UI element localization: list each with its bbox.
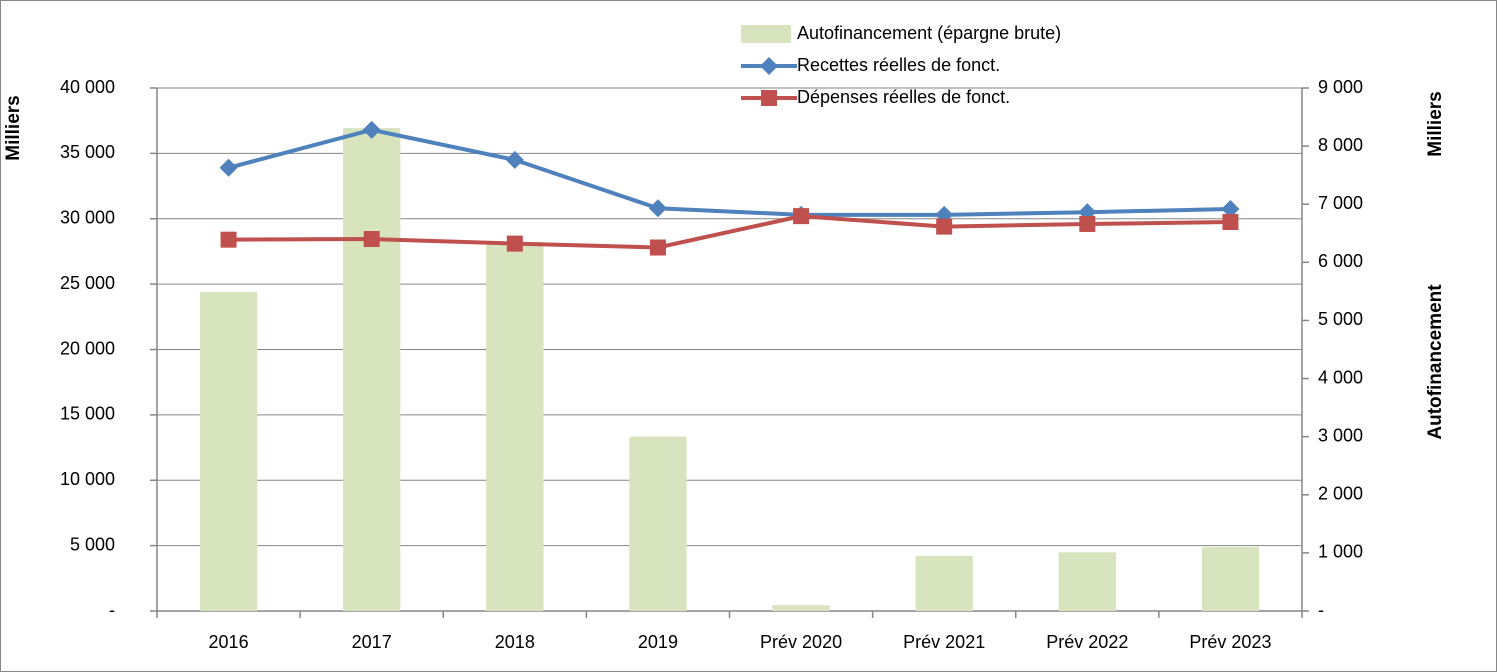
- x-tick-label: 2019: [638, 632, 678, 652]
- y-tick-label: 30 000: [60, 208, 115, 228]
- line-marker: [362, 120, 381, 139]
- y2-tick-label: 5 000: [1318, 309, 1363, 329]
- x-tick-label: 2017: [352, 632, 392, 652]
- x-tick-label: 2016: [209, 632, 249, 652]
- y2-tick-label: 3 000: [1318, 425, 1363, 445]
- y2-tick-label: 7 000: [1318, 193, 1363, 213]
- line-marker: [649, 239, 666, 256]
- bar: [772, 605, 830, 611]
- y-tick-label: 5 000: [70, 534, 115, 554]
- line-marker: [506, 235, 523, 252]
- y2-tick-label: 6 000: [1318, 251, 1363, 271]
- line-marker: [219, 158, 238, 177]
- line-marker: [793, 208, 810, 225]
- y2-tick-label: 8 000: [1318, 135, 1363, 155]
- line-marker: [220, 231, 237, 248]
- y2-tick-label: 9 000: [1318, 77, 1363, 97]
- y-tick-label: 25 000: [60, 273, 115, 293]
- x-tick-label: Prév 2022: [1046, 632, 1128, 652]
- bar: [915, 555, 973, 611]
- line: [228, 214, 1231, 250]
- bar: [629, 436, 687, 611]
- line-marker: [648, 199, 667, 218]
- y-tick-label: 35 000: [60, 142, 115, 162]
- line-marker: [1079, 215, 1096, 232]
- legend-label: Dépenses réelles de fonct.: [797, 87, 1010, 107]
- line-marker: [1222, 214, 1239, 231]
- bar: [199, 291, 258, 611]
- y-tick-label: 15 000: [60, 404, 115, 424]
- x-tick-label: Prév 2023: [1189, 632, 1271, 652]
- y-tick-label: 20 000: [60, 338, 115, 358]
- y2-tick-label: 4 000: [1318, 367, 1363, 387]
- y2-tick-label: -: [1318, 600, 1324, 620]
- bar: [1058, 552, 1116, 611]
- line-marker: [761, 90, 777, 106]
- bar: [1201, 547, 1260, 611]
- line-marker: [1221, 199, 1240, 218]
- line: [228, 127, 1231, 217]
- x-tick-label: Prév 2020: [760, 632, 842, 652]
- line-marker: [505, 150, 524, 169]
- x-tick-label: 2018: [495, 632, 535, 652]
- bar: [343, 128, 401, 611]
- y-tick-label: -: [109, 600, 115, 620]
- bar: [486, 241, 544, 611]
- y-tick-label: 40 000: [60, 77, 115, 97]
- line-marker: [936, 218, 953, 235]
- y-axis-title: Milliers: [3, 95, 24, 160]
- line-marker: [760, 57, 778, 75]
- x-tick-label: Prév 2021: [903, 632, 985, 652]
- y2-tick-label: 1 000: [1318, 542, 1363, 562]
- legend-label: Autofinancement (épargne brute): [797, 23, 1061, 43]
- legend-swatch: [741, 25, 791, 43]
- line-marker: [363, 231, 380, 248]
- y2-axis-title: Autofinancement: [1425, 284, 1446, 440]
- legend-label: Recettes réelles de fonct.: [797, 55, 1000, 75]
- y-tick-label: 10 000: [60, 469, 115, 489]
- y2-tick-label: 2 000: [1318, 484, 1363, 504]
- y2-axis-title: Milliers: [1425, 91, 1446, 156]
